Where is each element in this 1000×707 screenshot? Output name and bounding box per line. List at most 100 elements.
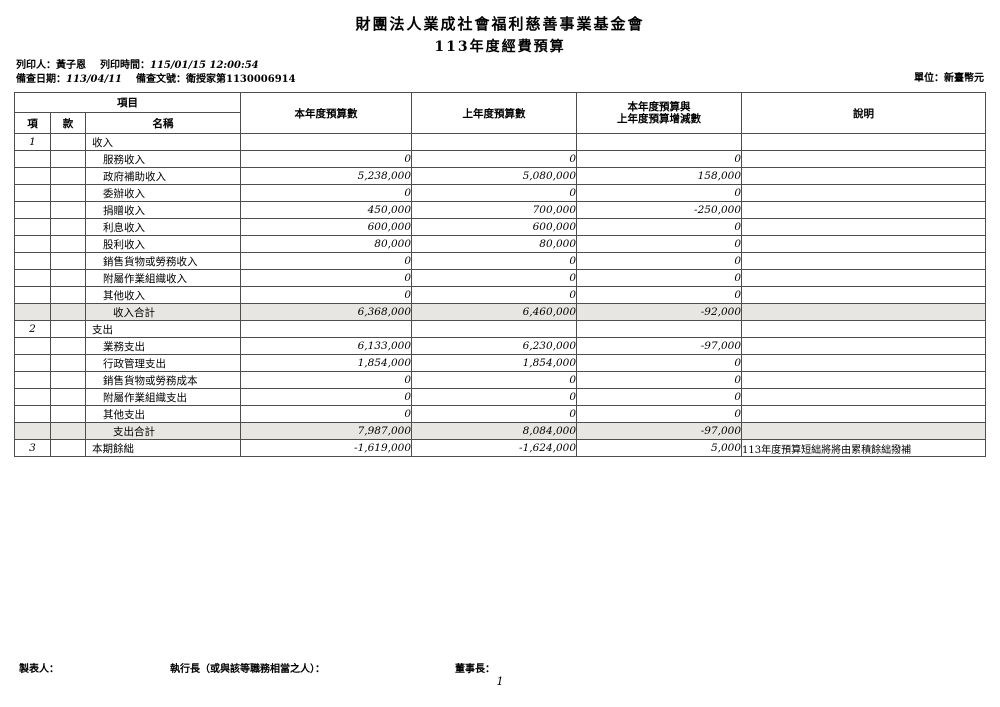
ceo-signature-label: 執行長（或與該等職務相當之人）： xyxy=(170,664,325,675)
cell-item: 2 xyxy=(14,320,51,338)
cell-name: 委辦收入 xyxy=(84,184,242,202)
cell-prior: -1,624,000 xyxy=(411,439,578,457)
header-diff-line1: 本年度預算與 xyxy=(627,101,691,113)
cell-diff: 0 xyxy=(576,354,743,372)
cell-item xyxy=(14,303,51,321)
cell-note xyxy=(741,286,987,304)
cell-item xyxy=(14,388,51,406)
cell-diff: 0 xyxy=(576,388,743,406)
table-row: 附屬作業組織支出 0 0 0 xyxy=(14,388,987,406)
cell-section xyxy=(50,218,86,236)
cell-prior xyxy=(411,133,578,151)
cell-note xyxy=(741,235,987,253)
cell-item xyxy=(14,422,51,440)
cell-name: 利息收入 xyxy=(84,218,242,236)
cell-name: 其他收入 xyxy=(84,286,242,304)
organization-title: 財團法人業成社會福利慈善事業基金會 xyxy=(355,15,645,33)
cell-note: 113年度預算短絀將將由累積餘絀撥補 xyxy=(741,439,987,457)
cell-current: 0 xyxy=(240,184,413,202)
table-row: 捐贈收入 450,000 700,000 -250,000 xyxy=(14,201,987,219)
cell-prior: 0 xyxy=(411,150,578,168)
cell-item xyxy=(14,167,51,185)
cell-current xyxy=(240,133,413,151)
cell-section xyxy=(50,252,86,270)
cell-item xyxy=(14,235,51,253)
cell-note xyxy=(741,405,987,423)
cell-name: 政府補助收入 xyxy=(84,167,242,185)
cell-section xyxy=(50,303,86,321)
cell-name: 銷售貨物或勞務成本 xyxy=(84,371,242,389)
title-block: 財團法人業成社會福利慈善事業基金會 113年度經費預算 xyxy=(0,0,1000,57)
cell-diff: -250,000 xyxy=(576,201,743,219)
cell-prior: 0 xyxy=(411,184,578,202)
table-row: 政府補助收入 5,238,000 5,080,000 158,000 xyxy=(14,167,987,185)
print-time-label: 列印時間： xyxy=(100,60,150,71)
cell-name: 附屬作業組織支出 xyxy=(84,388,242,406)
cell-note xyxy=(741,388,987,406)
cell-current: 6,368,000 xyxy=(240,303,413,321)
cell-item xyxy=(14,252,51,270)
cell-note xyxy=(741,269,987,287)
cell-name: 支出 xyxy=(84,320,242,338)
cell-note xyxy=(741,184,987,202)
budget-table-header: 項目 本年度預算數 上年度預算數 本年度預算與 上年度預算增減數 說明 項 款 … xyxy=(13,92,987,134)
cell-current: 0 xyxy=(240,405,413,423)
cell-item xyxy=(14,201,51,219)
cell-item xyxy=(14,354,51,372)
cell-note xyxy=(741,167,987,185)
cell-item: 1 xyxy=(14,133,51,151)
header-current-year: 本年度預算數 xyxy=(240,92,413,134)
cell-diff: 0 xyxy=(576,371,743,389)
cell-current: 450,000 xyxy=(240,201,413,219)
table-row: 股利收入 80,000 80,000 0 xyxy=(14,235,987,253)
cell-section xyxy=(50,320,86,338)
cell-prior: 6,230,000 xyxy=(411,337,578,355)
print-meta: 列印人：黃子恩 列印時間：115/01/15 12:00:54 備查日期：113/… xyxy=(16,59,296,87)
cell-name: 服務收入 xyxy=(84,150,242,168)
cell-diff: 5,000 xyxy=(576,439,743,457)
cell-section xyxy=(50,167,86,185)
cell-prior: 0 xyxy=(411,405,578,423)
cell-prior: 0 xyxy=(411,252,578,270)
cell-section xyxy=(50,269,86,287)
cell-section xyxy=(50,286,86,304)
cell-diff: -92,000 xyxy=(576,303,743,321)
cell-item xyxy=(14,337,51,355)
print-meta-line1: 列印人：黃子恩 列印時間：115/01/15 12:00:54 xyxy=(16,59,296,73)
cell-name: 收入 xyxy=(84,133,242,151)
cell-item xyxy=(14,286,51,304)
cell-section xyxy=(50,235,86,253)
cell-prior: 0 xyxy=(411,269,578,287)
filing-no-label: 備查文號： xyxy=(136,74,187,85)
cell-current: 5,238,000 xyxy=(240,167,413,185)
cell-note xyxy=(741,320,987,338)
cell-current: 0 xyxy=(240,252,413,270)
print-meta-line2: 備查日期：113/04/11 備查文號：衛授家第1130006914 xyxy=(16,73,296,87)
printer-name: 黃子恩 xyxy=(56,60,86,71)
chairman-signature-label: 董事長： xyxy=(455,664,495,675)
cell-name: 本期餘絀 xyxy=(84,439,242,457)
cell-diff xyxy=(576,320,743,338)
cell-note xyxy=(741,354,987,372)
filing-no-value: 衛授家第1130006914 xyxy=(186,74,296,85)
cell-name: 業務支出 xyxy=(84,337,242,355)
cell-note xyxy=(741,150,987,168)
header-prior-year: 上年度預算數 xyxy=(411,92,578,134)
filing-date-label: 備查日期： xyxy=(16,74,66,85)
print-time-value: 115/01/15 12:00:54 xyxy=(150,60,259,71)
cell-section xyxy=(50,184,86,202)
table-row-net-balance: 3 本期餘絀 -1,619,000 -1,624,000 5,000 113年度預算短絀將… xyxy=(14,439,987,457)
cell-prior: 0 xyxy=(411,371,578,389)
cell-name: 收入合計 xyxy=(84,303,242,321)
cell-current: -1,619,000 xyxy=(240,439,413,457)
cell-note xyxy=(741,371,987,389)
cell-section xyxy=(50,337,86,355)
cell-diff: 0 xyxy=(576,269,743,287)
cell-name: 銷售貨物或勞務收入 xyxy=(84,252,242,270)
cell-current: 0 xyxy=(240,388,413,406)
header-item: 項 xyxy=(14,112,51,134)
printer-label: 列印人： xyxy=(16,60,56,71)
cell-name: 捐贈收入 xyxy=(84,201,242,219)
cell-prior: 700,000 xyxy=(411,201,578,219)
cell-current: 0 xyxy=(240,371,413,389)
